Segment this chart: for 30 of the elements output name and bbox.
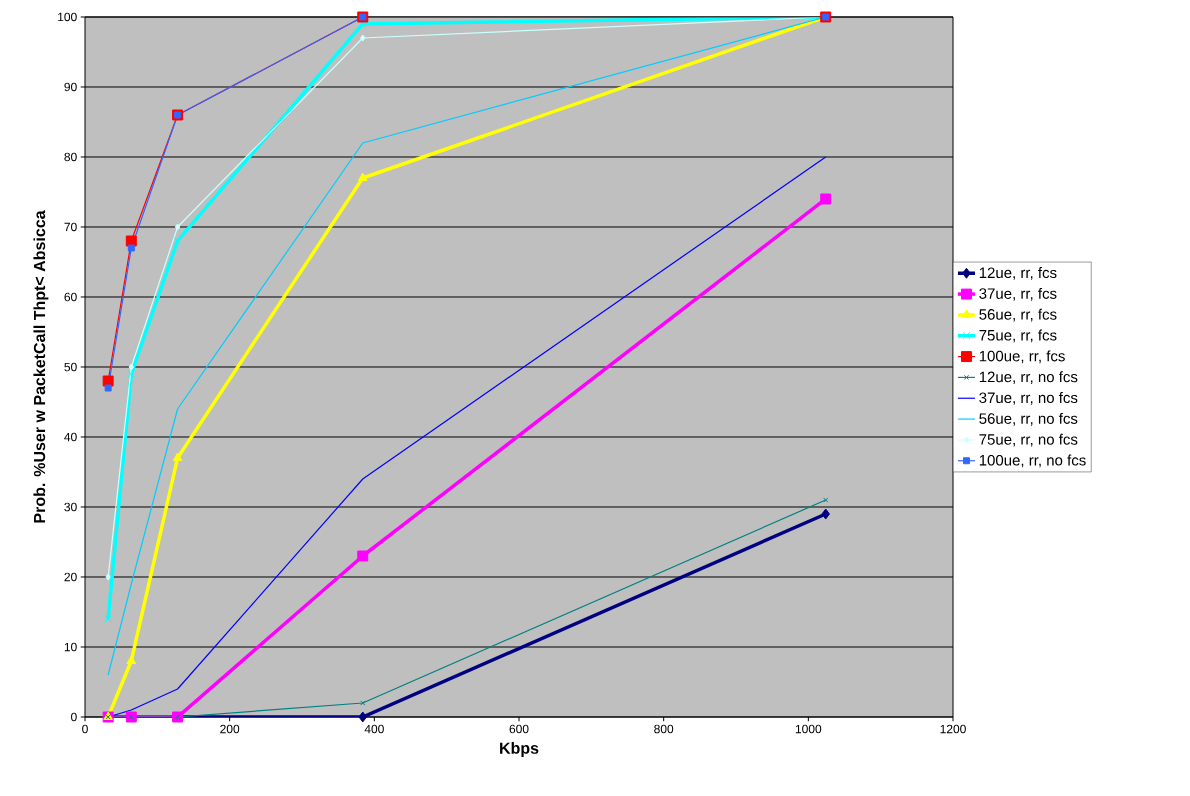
y-tick-label: 0 <box>71 712 77 722</box>
y-tick-label: 20 <box>64 572 77 582</box>
y-tick-label: 60 <box>64 292 77 302</box>
y-axis-title: Prob. %User w PacketCall Thpt< Absicca <box>33 210 49 523</box>
legend-label: 12ue, rr, fcs <box>979 267 1057 280</box>
y-tick-label: 50 <box>64 362 77 372</box>
y-tick-label: 100 <box>58 12 77 22</box>
y-tick-label: 70 <box>64 222 77 232</box>
legend-label: 75ue, rr, fcs <box>979 329 1057 343</box>
legend-label: 56ue, rr, no fcs <box>979 412 1078 426</box>
y-tick-label: 40 <box>64 432 77 442</box>
y-tick-label: 90 <box>64 82 77 92</box>
y-tick-label: 10 <box>64 642 77 652</box>
legend-label: 100ue, rr, no fcs <box>979 454 1086 468</box>
x-tick-label: 200 <box>220 724 240 734</box>
legend-label: 37ue, rr, no fcs <box>979 392 1078 405</box>
legend-label: 56ue, rr, fcs <box>979 308 1057 322</box>
y-tick-label: 30 <box>64 502 77 512</box>
legend-label: 75ue, rr, no fcs <box>979 433 1078 447</box>
x-tick-label: 0 <box>82 724 88 734</box>
legend-label: 100ue, rr, fcs <box>979 350 1065 364</box>
legend-label: 37ue, rr, fcs <box>979 287 1057 301</box>
x-tick-label: 800 <box>654 724 674 734</box>
x-tick-label: 400 <box>364 724 384 734</box>
x-tick-label: 600 <box>509 724 529 734</box>
x-tick-label: 1200 <box>940 724 966 734</box>
legend-label: 12ue, rr, no fcs <box>979 371 1078 385</box>
x-axis-title: Kbps <box>500 742 539 758</box>
y-tick-label: 80 <box>64 152 77 162</box>
x-tick-label: 1000 <box>795 724 822 734</box>
